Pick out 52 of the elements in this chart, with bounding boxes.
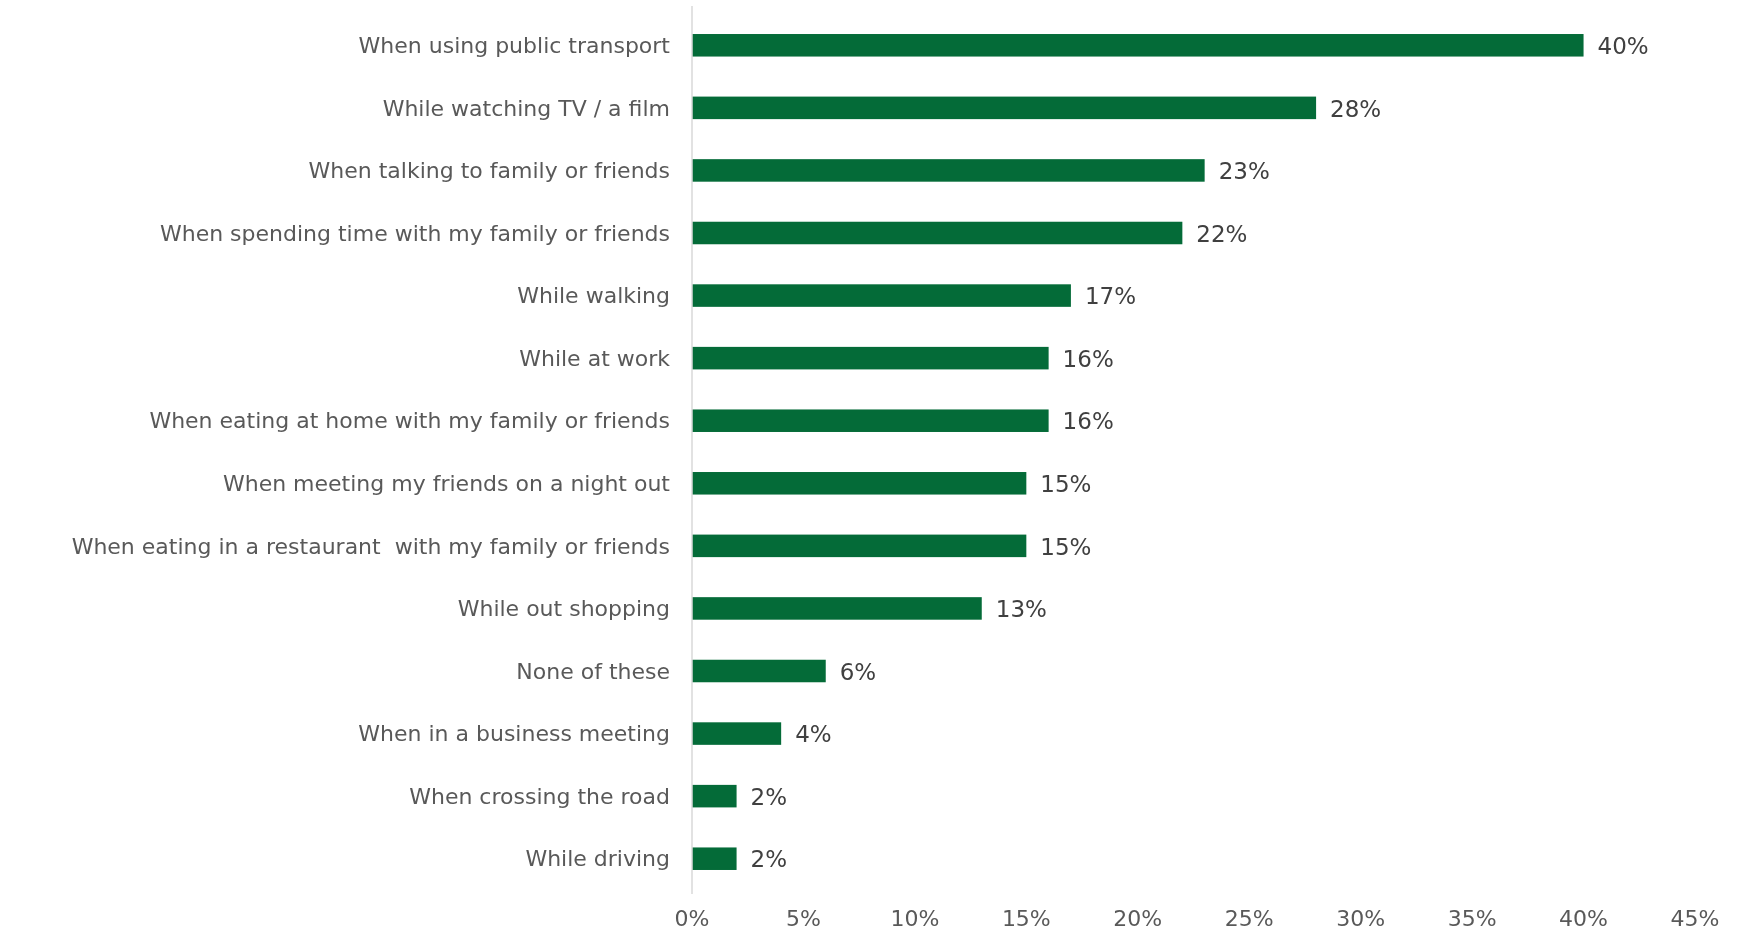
bar xyxy=(692,472,1027,495)
bar xyxy=(692,597,982,620)
data-label: 2% xyxy=(750,846,788,873)
data-label: 28% xyxy=(1330,95,1382,122)
bar xyxy=(692,221,1183,245)
data-label: 23% xyxy=(1218,158,1270,185)
y-tick-label: While walking xyxy=(517,283,670,309)
bar xyxy=(692,784,737,808)
data-label: 4% xyxy=(795,721,832,748)
y-tick-label: While watching TV / a film xyxy=(382,95,670,121)
x-tick-label: 15% xyxy=(1001,906,1051,931)
bar xyxy=(692,96,1317,120)
data-label: 15% xyxy=(1040,471,1092,498)
y-tick-label: When in a business meeting xyxy=(358,721,670,747)
data-label: 15% xyxy=(1040,533,1092,560)
x-tick-label: 10% xyxy=(890,906,940,931)
x-tick-label: 20% xyxy=(1113,906,1163,931)
y-tick-label: When crossing the road xyxy=(409,783,670,809)
x-tick-label: 35% xyxy=(1447,906,1497,931)
bar xyxy=(692,847,737,870)
x-tick-label: 30% xyxy=(1336,906,1386,931)
y-tick-label: When talking to family or friends xyxy=(308,158,670,184)
data-label: 40% xyxy=(1597,33,1649,60)
data-label: 16% xyxy=(1062,408,1114,435)
y-tick-label: When meeting my friends on a night out xyxy=(222,470,671,496)
data-label: 16% xyxy=(1062,345,1114,372)
y-tick-label: None of these xyxy=(516,658,670,684)
y-tick-label: While driving xyxy=(525,846,670,872)
y-tick-label: While at work xyxy=(519,345,671,371)
x-tick-label: 45% xyxy=(1670,906,1720,931)
y-tick-label: When eating in a restaurant with my family or friends xyxy=(71,533,670,559)
bar xyxy=(692,284,1071,307)
x-tick-label: 40% xyxy=(1559,906,1609,931)
bar xyxy=(692,34,1584,57)
y-tick-label: When eating at home with my family or friends xyxy=(149,408,670,434)
bar xyxy=(692,159,1205,182)
y-tick-label: When spending time with my family or friends xyxy=(159,220,670,246)
bar xyxy=(692,659,826,683)
bar xyxy=(692,409,1049,432)
bar xyxy=(692,346,1049,370)
y-tick-label: When using public transport xyxy=(358,32,671,58)
data-label: 6% xyxy=(839,658,877,685)
data-label: 13% xyxy=(995,596,1047,623)
bar xyxy=(692,722,782,745)
x-tick-label: 0% xyxy=(674,906,710,931)
data-label: 17% xyxy=(1084,283,1137,310)
y-tick-label: While out shopping xyxy=(457,596,670,622)
data-label: 22% xyxy=(1196,220,1248,247)
bar xyxy=(692,534,1027,558)
x-tick-label: 5% xyxy=(785,906,821,931)
x-tick-label: 25% xyxy=(1224,906,1274,931)
data-label: 2% xyxy=(750,783,788,810)
